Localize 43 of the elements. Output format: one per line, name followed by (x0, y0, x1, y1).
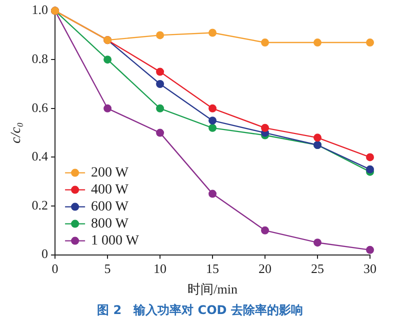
point (208, 116, 217, 125)
y-tick-label: 0.8 (32, 51, 48, 66)
point (208, 124, 217, 132)
point (104, 104, 112, 112)
point (261, 124, 270, 132)
point (366, 246, 374, 254)
y-tick-label: 0.4 (32, 148, 49, 164)
x-tick-label: 10 (154, 261, 167, 276)
point (156, 104, 164, 112)
x-tick-label: 0 (52, 261, 58, 276)
point (314, 38, 322, 47)
point (156, 80, 164, 88)
point (314, 238, 322, 247)
y-tick-label: 1.0 (32, 2, 48, 18)
point (366, 153, 374, 162)
x-tick-label: 20 (258, 261, 272, 276)
point (366, 165, 374, 174)
point (208, 104, 217, 112)
point (208, 190, 217, 198)
y-axis-title: c/c₀ (9, 122, 24, 144)
legend-label: 400 W (91, 182, 130, 198)
legend-label: 200 W (91, 165, 130, 180)
y-tick-label: 0.2 (32, 197, 48, 212)
point (366, 38, 374, 47)
point (208, 28, 217, 37)
point (261, 226, 270, 234)
x-tick-label: 25 (311, 261, 324, 276)
point (104, 56, 112, 64)
x-tick-label: 5 (104, 261, 111, 276)
point (261, 38, 270, 47)
y-tick-label: 0.6 (32, 100, 49, 115)
text: 图 2 输入功率对 COD 去除率的影响 (96, 302, 304, 319)
x-tick-label: 15 (206, 261, 220, 276)
legend-label: 1 000 W (91, 233, 140, 248)
point (156, 31, 164, 40)
point (314, 134, 322, 142)
point (156, 128, 164, 137)
x-tick-label: 30 (364, 261, 376, 276)
legend-label: 600 W (91, 199, 130, 214)
x-axis-title: 时间/min (188, 282, 238, 297)
legend-label: 800 W (91, 216, 130, 232)
point (156, 68, 164, 76)
y-tick-label: 0 (42, 246, 48, 262)
